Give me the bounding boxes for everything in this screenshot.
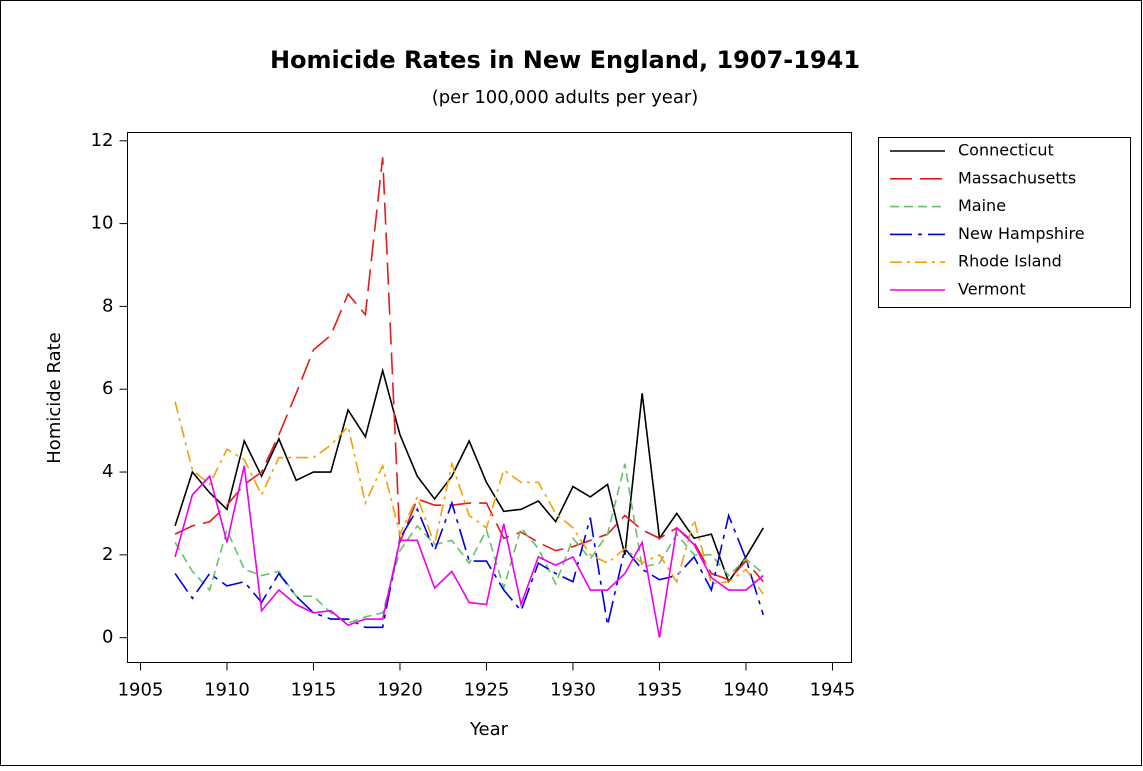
x-tick-label: 1910	[204, 680, 250, 701]
x-tick-label: 1925	[464, 680, 510, 701]
y-tick-label: 8	[102, 295, 113, 316]
y-tick-label: 12	[91, 130, 114, 151]
legend-label: Rhode Island	[958, 252, 1062, 271]
legend-label: New Hampshire	[958, 224, 1085, 243]
series-line	[174, 463, 764, 625]
y-tick-label: 10	[91, 213, 114, 234]
y-tick-label: 2	[102, 544, 113, 565]
x-tick-label: 1905	[118, 680, 164, 701]
legend-label: Vermont	[958, 280, 1026, 299]
chart-subtitle: (per 100,000 adults per year)	[432, 87, 699, 108]
x-tick-label: 1945	[810, 680, 856, 701]
x-tick-label: 1930	[550, 680, 596, 701]
legend-label: Massachusetts	[958, 168, 1076, 187]
legend-label: Connecticut	[958, 141, 1054, 160]
x-tick-label: 1915	[291, 680, 337, 701]
y-tick-label: 6	[102, 378, 113, 399]
y-tick-label: 0	[102, 627, 113, 648]
x-axis-label: Year	[469, 719, 509, 740]
legend-label: Maine	[958, 196, 1006, 215]
x-tick-label: 1920	[377, 680, 423, 701]
y-axis-label: Homicide Rate	[44, 332, 65, 463]
series-line	[174, 157, 764, 583]
legend-box	[878, 137, 1131, 308]
x-tick-label: 1940	[723, 680, 769, 701]
plot-area	[127, 132, 852, 663]
chart-title: Homicide Rates in New England, 1907-1941	[270, 46, 860, 74]
series-line	[174, 401, 764, 595]
x-tick-label: 1935	[637, 680, 683, 701]
y-tick-label: 4	[102, 461, 113, 482]
series-line	[174, 367, 764, 584]
series-line	[174, 465, 764, 638]
series-line	[174, 500, 765, 629]
